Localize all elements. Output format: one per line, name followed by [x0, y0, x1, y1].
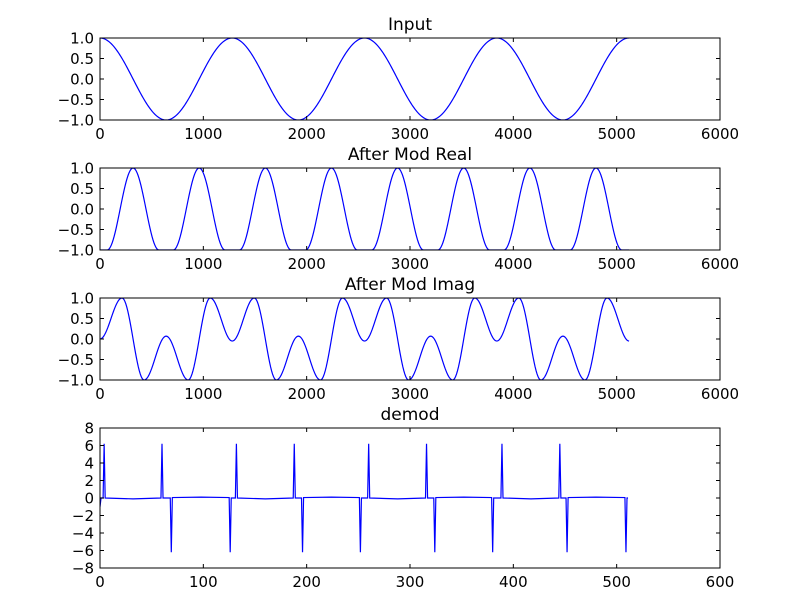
y-tick-label: 1.0	[70, 160, 94, 178]
y-tick-label: 0	[84, 490, 94, 508]
series-line	[100, 38, 630, 120]
x-tick-label: 3000	[391, 125, 429, 143]
y-tick-label: 0.5	[70, 180, 94, 198]
y-tick-label: 2	[84, 472, 94, 490]
x-tick-label: 0	[95, 385, 105, 403]
y-tick-label: 0.5	[70, 50, 94, 68]
x-tick-label: 6000	[701, 255, 739, 273]
y-tick-label: 0.0	[70, 71, 94, 89]
series-line	[100, 168, 630, 250]
x-tick-label: 1000	[184, 255, 222, 273]
x-tick-label: 0	[95, 573, 105, 591]
y-tick-label: −0.5	[58, 351, 94, 369]
series-line	[100, 298, 630, 380]
y-tick-label: −4	[72, 525, 94, 543]
y-tick-label: 4	[84, 455, 94, 473]
y-tick-label: 1.0	[70, 30, 94, 48]
x-tick-label: 300	[396, 573, 425, 591]
y-tick-label: 6	[84, 437, 94, 455]
subplot-2: 0 1000 2000 3000 4000 5000 6000 −1.0 −0.5 0.0 0.5 1…	[58, 145, 740, 273]
x-tick-label: 0	[95, 125, 105, 143]
x-tick-label: 4000	[494, 125, 532, 143]
x-tick-label: 5000	[598, 125, 636, 143]
x-tick-label: 1000	[184, 125, 222, 143]
x-tick-label: 3000	[391, 255, 429, 273]
x-tick-label: 6000	[701, 125, 739, 143]
subplot-title: Input	[388, 15, 432, 35]
x-tick-label: 6000	[701, 385, 739, 403]
x-tick-label: 600	[706, 573, 735, 591]
y-tick-label: −2	[72, 507, 94, 525]
series-line	[100, 443, 629, 553]
x-tick-label: 2000	[288, 125, 326, 143]
y-tick-label: −1.0	[58, 242, 94, 260]
subplot-title: demod	[380, 405, 439, 425]
y-tick-label: 8	[84, 420, 94, 438]
subplot-title: After Mod Real	[348, 145, 472, 165]
y-tick-label: −0.5	[58, 91, 94, 109]
x-tick-label: 2000	[288, 255, 326, 273]
x-tick-label: 5000	[598, 385, 636, 403]
y-tick-label: 0.0	[70, 201, 94, 219]
y-tick-label: −6	[72, 542, 94, 560]
subplot-title: After Mod Imag	[345, 275, 475, 295]
y-tick-label: 0.0	[70, 331, 94, 349]
x-tick-label: 500	[602, 573, 631, 591]
x-tick-label: 4000	[494, 385, 532, 403]
x-tick-label: 5000	[598, 255, 636, 273]
subplot-3: 0 1000 2000 3000 4000 5000 6000 −1.0 −0.5 0.0 0.5 1…	[58, 275, 740, 403]
y-tick-label: 0.5	[70, 310, 94, 328]
x-tick-label: 400	[499, 573, 528, 591]
y-tick-label: 1.0	[70, 290, 94, 308]
y-tick-label: −0.5	[58, 221, 94, 239]
x-tick-label: 2000	[288, 385, 326, 403]
x-tick-label: 100	[189, 573, 218, 591]
x-tick-label: 0	[95, 255, 105, 273]
y-tick-label: −1.0	[58, 112, 94, 130]
x-tick-label: 1000	[184, 385, 222, 403]
x-tick-label: 4000	[494, 255, 532, 273]
y-tick-label: −8	[72, 560, 94, 578]
y-tick-label: −1.0	[58, 372, 94, 390]
x-tick-label: 3000	[391, 385, 429, 403]
x-tick-label: 200	[292, 573, 321, 591]
subplot-1: 0 1000 2000 3000 4000 5000 6000 −1.0 −0.5 0.0 0.5 1…	[58, 15, 740, 143]
